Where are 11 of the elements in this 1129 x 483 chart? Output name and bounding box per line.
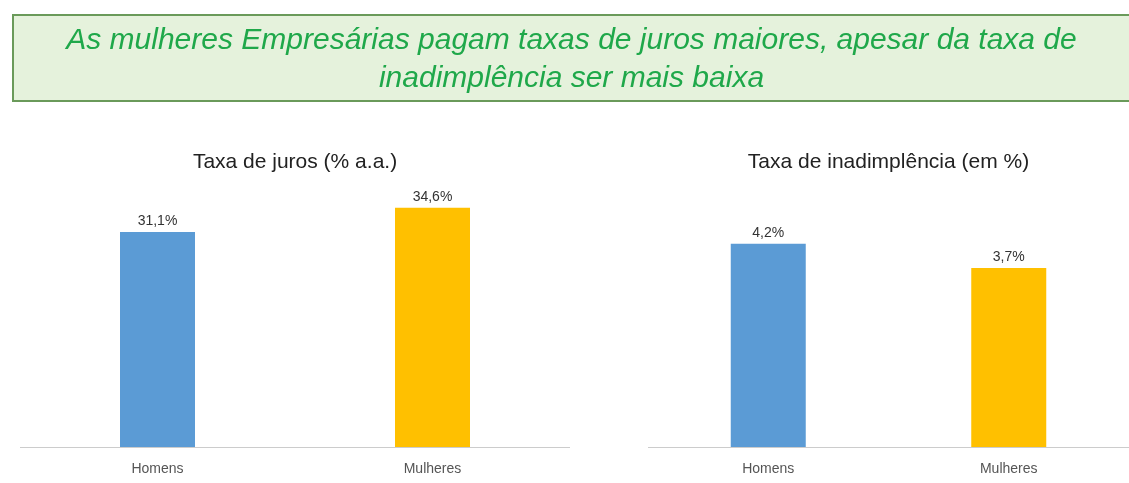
text: As mulheres Empresárias pagam taxas de juros maiores, apesar da taxa de inadimplência ser mais baixa — [12, 14, 1129, 102]
chart-title: Taxa de juros (% a.a.) — [192, 149, 398, 172]
x-tick-label: Mulheres — [979, 460, 1038, 476]
data-label: 4,2% — [752, 223, 785, 240]
data-label: 34,6% — [412, 187, 453, 204]
data-label: 3,7% — [992, 247, 1025, 264]
chart-title: Taxa de inadimplência (em %) — [747, 149, 1030, 172]
x-tick-label: Homens — [131, 460, 184, 476]
x-tick-label: Mulheres — [403, 460, 462, 476]
x-tick-label: Homens — [742, 460, 795, 476]
data-label: 31,1% — [137, 211, 178, 228]
